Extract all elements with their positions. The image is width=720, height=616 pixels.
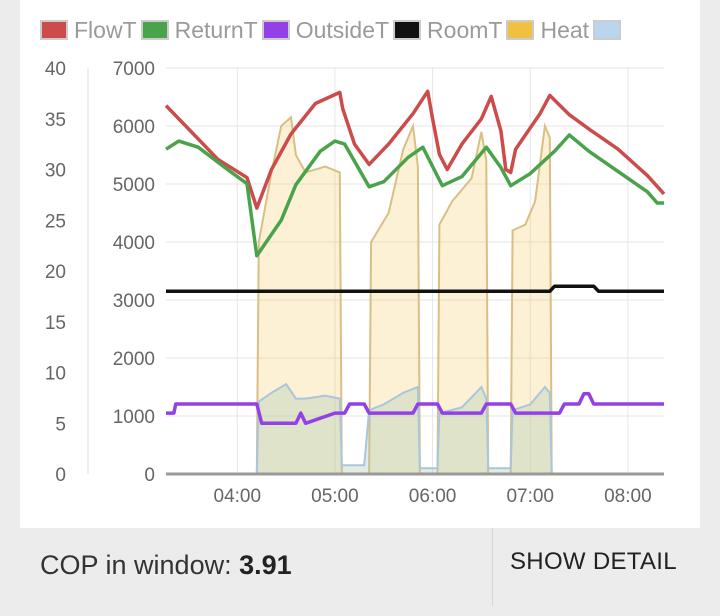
y-right-tick-label: 4000 <box>113 233 155 254</box>
y-left-tick-label: 10 <box>45 364 66 385</box>
chart-legend: FlowT ReturnT OutsideT RoomT Heat <box>40 14 664 46</box>
legend-label: OutsideT <box>295 16 390 43</box>
y-right-tick-label: 6000 <box>113 117 155 138</box>
y-left-tick-label: 20 <box>45 262 66 283</box>
legend-swatch <box>593 20 622 40</box>
y-right-tick-label: 0 <box>144 465 155 486</box>
series-line <box>166 284 664 294</box>
y-left-tick-label: 30 <box>45 161 66 182</box>
y-right-tick-label: 1000 <box>113 407 155 428</box>
chart-card <box>20 0 700 528</box>
series-line <box>165 133 664 258</box>
series-area-outline <box>166 382 664 475</box>
legend-swatch <box>506 20 535 40</box>
x-tick-label: 06:00 <box>409 486 457 507</box>
series-area-fill <box>166 384 664 474</box>
y-left-tick-label: 40 <box>45 59 66 80</box>
cop-footer: COP in window: 3.91 SHOW DETAIL <box>20 528 700 606</box>
legend-label: FlowT <box>74 16 137 43</box>
series-line <box>166 392 664 426</box>
x-tick-label: 05:00 <box>311 486 359 507</box>
y-right-tick-label: 5000 <box>113 175 155 196</box>
legend-item[interactable]: OutsideT <box>261 14 390 46</box>
x-tick-label: 07:00 <box>506 486 554 507</box>
y-left-tick-label: 25 <box>45 211 66 232</box>
legend-swatch <box>393 20 422 40</box>
y-left-tick-label: 5 <box>55 414 66 435</box>
legend-swatch <box>261 20 290 40</box>
y-right-tick-label: 7000 <box>113 59 155 80</box>
cop-summary: COP in window: 3.91 <box>40 550 292 581</box>
legend-item[interactable] <box>593 14 627 46</box>
cop-label: COP in window: <box>40 550 232 580</box>
footer-divider <box>492 528 493 606</box>
legend-item[interactable]: RoomT <box>393 14 502 46</box>
y-left-tick-label: 15 <box>45 313 66 334</box>
legend-label: Heat <box>540 16 590 43</box>
y-right-tick-label: 2000 <box>113 349 155 370</box>
x-tick-label: 08:00 <box>604 486 652 507</box>
series-line <box>164 89 666 210</box>
show-detail-button[interactable]: SHOW DETAIL <box>510 548 677 575</box>
series-area-fill <box>166 117 664 475</box>
legend-swatch <box>140 20 169 40</box>
y-right-tick-label: 3000 <box>113 291 155 312</box>
legend-item[interactable]: Heat <box>506 14 589 46</box>
legend-label: ReturnT <box>174 16 258 43</box>
y-left-tick-label: 35 <box>45 110 66 131</box>
cop-value: 3.91 <box>239 550 292 580</box>
legend-item[interactable]: ReturnT <box>140 14 258 46</box>
legend-label: RoomT <box>427 16 503 43</box>
y-left-tick-label: 0 <box>55 465 66 486</box>
x-tick-label: 04:00 <box>214 486 262 507</box>
legend-item[interactable]: FlowT <box>40 14 137 46</box>
legend-swatch <box>40 20 68 40</box>
